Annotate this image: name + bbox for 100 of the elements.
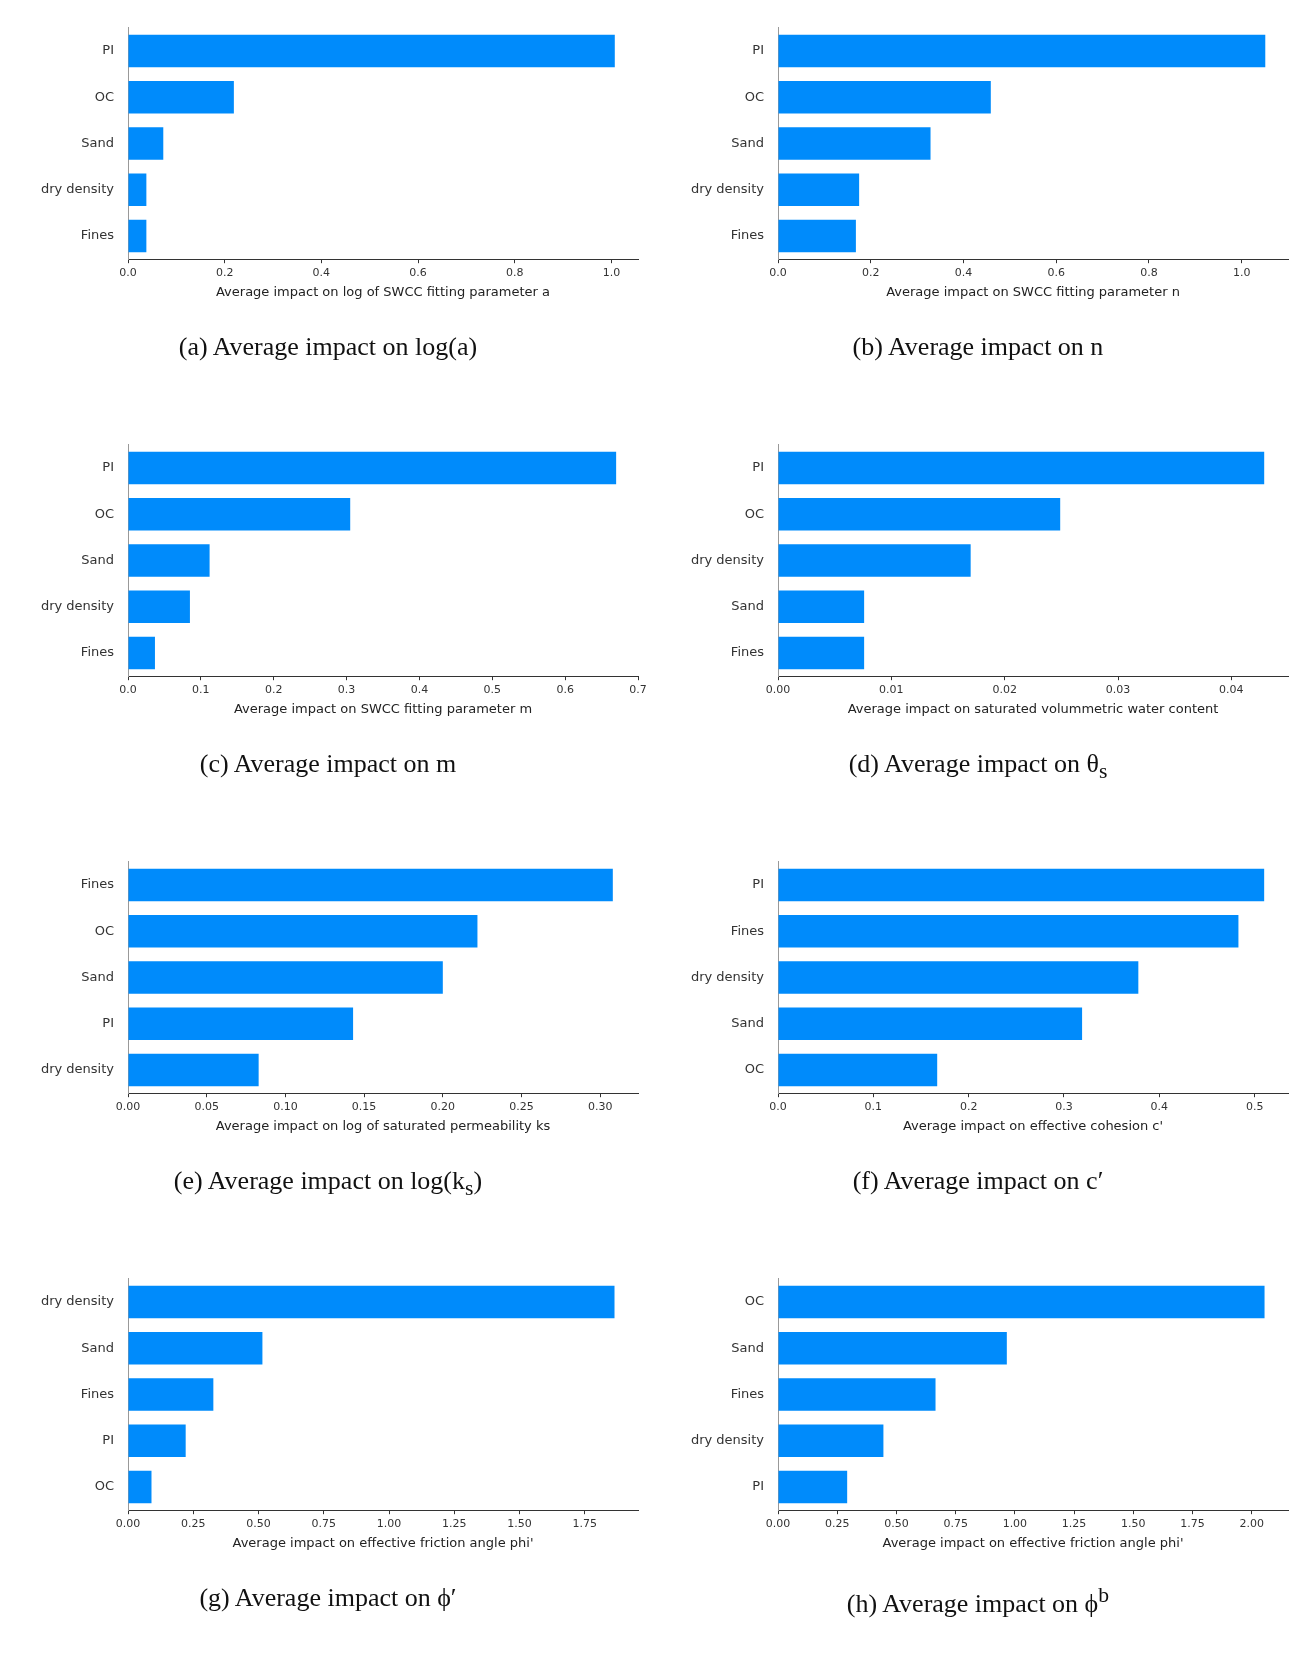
x-axis-title: Average impact on effective friction angle phi' — [232, 1534, 534, 1550]
bar — [128, 1424, 186, 1457]
y-tick-label: OC — [744, 1061, 764, 1077]
x-tick-label: 0.8 — [505, 265, 524, 279]
x-tick-label: 0.50 — [884, 1516, 909, 1530]
y-tick-label: PI — [752, 42, 764, 58]
y-tick-label: PI — [752, 459, 764, 475]
x-axis-title: Average impact on effective cohesion c' — [902, 1117, 1164, 1133]
x-tick-label: 0.5 — [483, 682, 502, 696]
x-tick-label: 0.2 — [264, 682, 283, 696]
x-tick-label: 1.00 — [376, 1516, 402, 1530]
bar — [128, 81, 234, 114]
y-tick-label: Fines — [730, 1385, 765, 1401]
y-tick-label: Fines — [80, 1385, 115, 1401]
bar — [778, 34, 1266, 68]
y-tick-label: PI — [752, 1478, 764, 1494]
x-tick-label: 0.5 — [1245, 1099, 1264, 1113]
x-tick-label: 0.6 — [556, 682, 574, 696]
bar — [778, 1470, 848, 1504]
y-tick-label: OC — [744, 505, 764, 521]
x-tick-label: 0.00 — [765, 1516, 791, 1530]
y-tick-label: OC — [94, 1478, 114, 1494]
x-axis-title: Average impact on log of saturated permeability ks — [215, 1117, 551, 1133]
x-tick-label: 0.0 — [769, 1099, 787, 1113]
x-tick-label: 0.2 — [861, 265, 880, 279]
y-tick-label: Sand — [81, 551, 114, 567]
y-tick-label: Sand — [81, 134, 114, 150]
x-tick-label: 0.00 — [765, 682, 791, 696]
bar — [778, 219, 856, 253]
y-tick-label: dry density — [40, 1061, 115, 1077]
y-tick-label: dry density — [690, 1432, 765, 1448]
y-tick-label: OC — [94, 505, 114, 521]
x-axis-title: Average impact on SWCC fitting parameter n — [886, 283, 1180, 299]
text: (h) Average impact on ϕ$^{b}$ — [845, 1583, 1111, 1619]
y-tick-label: dry density — [40, 598, 115, 614]
x-tick-label: 0.6 — [409, 265, 427, 279]
bar — [128, 961, 443, 994]
x-axis-title: Average impact on saturated volummetric water content — [847, 700, 1219, 716]
x-axis-title: Average impact on SWCC fitting parameter m — [233, 700, 533, 716]
x-tick-label: 1.50 — [507, 1516, 532, 1530]
bar — [128, 1378, 214, 1411]
bar — [778, 915, 1239, 948]
bar — [778, 81, 991, 114]
bar — [778, 868, 1265, 902]
y-tick-label: dry density — [690, 551, 765, 567]
y-tick-label: PI — [102, 459, 114, 475]
x-tick-label: 0.4 — [954, 265, 973, 279]
text: (d) Average impact on θ$_{s}$ — [847, 749, 1109, 785]
text: (a) Average impact on log(a) — [177, 332, 479, 362]
bar — [128, 1470, 152, 1504]
x-tick-label: 1.75 — [572, 1516, 598, 1530]
y-tick-label: dry density — [40, 181, 115, 197]
bar — [778, 173, 860, 206]
bar — [778, 544, 971, 577]
x-tick-label: 0.2 — [215, 265, 234, 279]
bar — [778, 451, 1265, 485]
bar — [778, 1285, 1265, 1319]
bar — [778, 590, 865, 623]
x-tick-label: 1.0 — [602, 265, 621, 279]
x-tick-label: 0.4 — [410, 682, 429, 696]
x-tick-label: 0.03 — [1105, 682, 1131, 696]
x-tick-label: 0.05 — [194, 1099, 219, 1113]
x-tick-label: 0.02 — [992, 682, 1017, 696]
y-tick-label: OC — [94, 922, 114, 938]
x-tick-label: 0.3 — [337, 682, 356, 696]
x-tick-label: 0.2 — [959, 1099, 978, 1113]
y-tick-label: Fines — [730, 922, 765, 938]
x-tick-label: 1.50 — [1121, 1516, 1146, 1530]
x-tick-label: 1.25 — [442, 1516, 467, 1530]
bar — [128, 219, 147, 253]
y-tick-label: Fines — [730, 227, 765, 243]
bar — [128, 1007, 354, 1040]
x-tick-label: 0.25 — [824, 1516, 850, 1530]
bar — [778, 636, 865, 670]
x-tick-label: 0.30 — [587, 1099, 613, 1113]
x-tick-label: 2.00 — [1239, 1516, 1265, 1530]
x-tick-label: 0.00 — [115, 1099, 141, 1113]
bar — [128, 34, 615, 68]
y-tick-label: Sand — [731, 134, 764, 150]
x-tick-label: 0.25 — [509, 1099, 534, 1113]
x-tick-label: 1.00 — [1002, 1516, 1028, 1530]
bar — [128, 1053, 259, 1087]
x-tick-label: 0.75 — [311, 1516, 336, 1530]
x-tick-label: 0.8 — [1140, 265, 1158, 279]
x-tick-label: 0.04 — [1219, 682, 1244, 696]
y-tick-label: PI — [102, 42, 114, 58]
x-tick-label: 0.1 — [864, 1099, 883, 1113]
x-tick-label: 0.01 — [879, 682, 904, 696]
x-tick-label: 0.6 — [1047, 265, 1065, 279]
bar — [128, 915, 478, 948]
x-tick-label: 0.50 — [246, 1516, 271, 1530]
y-tick-label: OC — [94, 88, 114, 104]
x-tick-label: 0.3 — [1055, 1099, 1073, 1113]
text: (c) Average impact on m — [198, 749, 458, 779]
bar — [128, 1285, 615, 1319]
y-tick-label: dry density — [690, 181, 765, 197]
x-tick-label: 0.25 — [181, 1516, 206, 1530]
bar — [128, 451, 617, 485]
y-tick-label: Sand — [731, 1339, 764, 1355]
x-tick-label: 0.0 — [119, 682, 137, 696]
